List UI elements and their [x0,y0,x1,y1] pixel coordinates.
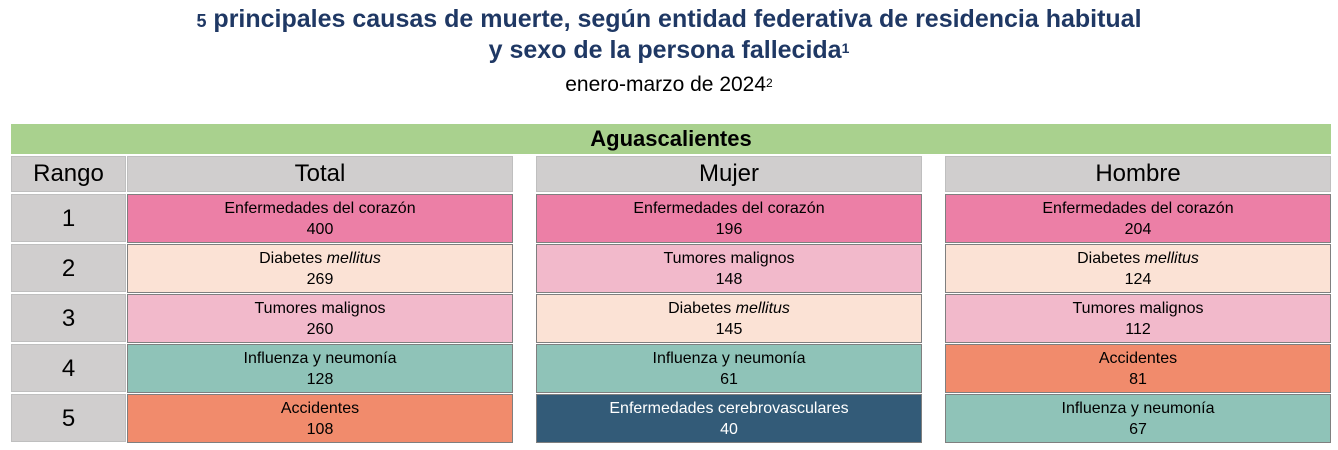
page-title-line-2: y sexo de la persona fallecida1 [0,35,1338,65]
cause-name: Tumores malignos [1072,300,1204,317]
rank-cell: 4 [11,344,126,392]
total-cause-cell: Enfermedades del corazón 400 [127,194,513,243]
cause-value: 128 [306,371,334,388]
total-cause-cell: Accidentes 108 [127,394,513,443]
rank-cell: 2 [11,244,126,292]
cause-value: 81 [1129,371,1147,388]
cause-name: Tumores malignos [254,300,386,317]
mujer-cause-cell: Enfermedades cerebrovasculares 40 [536,394,922,443]
cause-value: 112 [1125,321,1151,338]
cause-name: Influenza y neumonía [1061,400,1215,417]
cause-name: Influenza y neumonía [652,350,806,367]
cause-name-text: Diabetes [1077,250,1145,267]
cause-name: Accidentes [1098,350,1178,367]
title-number: 5 [196,11,207,31]
cause-name: Enfermedades del corazón [224,200,416,217]
cause-name: Diabetes mellitus [128,248,512,269]
cause-name: Diabetes mellitus [946,248,1330,269]
cause-value: 204 [1124,221,1152,238]
header-rank: Rango [11,156,126,192]
title-text: principales causas de muerte, según enti… [206,5,1142,33]
cause-name: Enfermedades del corazón [1042,200,1234,217]
total-cause-cell: Influenza y neumonía 128 [127,344,513,393]
title-footnote-mark: 1 [841,40,850,56]
state-header: Aguascalientes [11,124,1331,156]
cause-name: Tumores malignos [663,250,795,267]
page-subtitle: enero-marzo de 20242 [0,72,1338,98]
hombre-cause-cell: Enfermedades del corazón 204 [945,194,1331,243]
cause-name-text: Diabetes [668,300,736,317]
hombre-cause-cell: Accidentes 81 [945,344,1331,393]
cause-value: 67 [1129,421,1147,438]
cause-value: 124 [1124,271,1152,288]
page-title-line-1: 5 principales causas de muerte, según en… [0,4,1338,36]
cause-name-text: Diabetes [259,250,327,267]
mujer-cause-cell: Influenza y neumonía 61 [536,344,922,393]
cause-value: 260 [306,321,334,338]
rank-cell: 5 [11,394,126,442]
total-cause-cell: Diabetes mellitus 269 [127,244,513,293]
mujer-cause-cell: Enfermedades del corazón 196 [536,194,922,243]
cause-value: 40 [720,421,738,438]
header-mujer: Mujer [536,156,922,192]
cause-name: Diabetes mellitus [537,298,921,319]
subtitle-text: enero-marzo de 2024 [565,73,767,96]
hombre-cause-cell: Diabetes mellitus 124 [945,244,1331,293]
hombre-cause-cell: Tumores malignos 112 [945,294,1331,343]
cause-name-italic: mellitus [326,250,381,267]
cause-value: 61 [720,371,738,388]
cause-name-italic: mellitus [1144,250,1199,267]
header-total: Total [127,156,513,192]
cause-name: Enfermedades del corazón [633,200,825,217]
title-text-2: y sexo de la persona fallecida [488,36,842,64]
cause-name: Enfermedades cerebrovasculares [609,400,849,417]
cause-value: 148 [715,271,743,288]
cause-value: 108 [306,421,334,438]
cause-value: 145 [715,321,743,338]
cause-name: Accidentes [280,400,360,417]
mujer-cause-cell: Diabetes mellitus 145 [536,294,922,343]
cause-value: 269 [306,271,334,288]
subtitle-footnote-mark: 2 [766,76,773,90]
hombre-cause-cell: Influenza y neumonía 67 [945,394,1331,443]
cause-value: 400 [306,221,334,238]
mujer-cause-cell: Tumores malignos 148 [536,244,922,293]
header-hombre: Hombre [945,156,1331,192]
rank-cell: 1 [11,194,126,242]
total-cause-cell: Tumores malignos 260 [127,294,513,343]
cause-value: 196 [715,221,743,238]
rank-cell: 3 [11,294,126,342]
cause-name: Influenza y neumonía [243,350,397,367]
cause-name-italic: mellitus [735,300,790,317]
